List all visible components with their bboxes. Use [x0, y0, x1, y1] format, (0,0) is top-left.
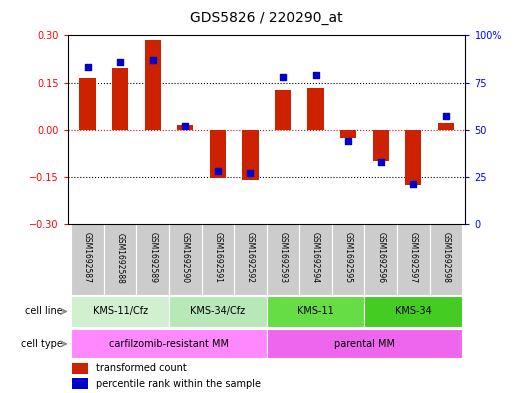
Text: cell type: cell type	[21, 339, 63, 349]
Bar	[144, 40, 161, 130]
Bar	[397, 224, 429, 295]
Bar	[267, 329, 462, 358]
Text: GSM1692587: GSM1692587	[83, 233, 92, 283]
Bar	[79, 79, 96, 130]
Text: GSM1692595: GSM1692595	[344, 232, 353, 283]
Text: GSM1692598: GSM1692598	[441, 233, 450, 283]
Bar	[438, 123, 454, 130]
Bar	[169, 296, 267, 327]
Bar	[405, 130, 422, 185]
Text: GSM1692593: GSM1692593	[279, 232, 288, 283]
Bar	[242, 130, 258, 180]
Text: KMS-11: KMS-11	[297, 307, 334, 316]
Bar	[340, 130, 356, 138]
Bar	[299, 224, 332, 295]
Text: GSM1692597: GSM1692597	[409, 232, 418, 283]
Text: cell line: cell line	[25, 307, 63, 316]
Point	[246, 170, 255, 176]
Bar	[137, 224, 169, 295]
Text: transformed count: transformed count	[96, 363, 187, 373]
Point	[181, 123, 189, 129]
Bar	[71, 224, 104, 295]
Bar	[429, 224, 462, 295]
Point	[149, 57, 157, 63]
Point	[377, 159, 385, 165]
Text: parental MM: parental MM	[334, 339, 395, 349]
Text: GSM1692596: GSM1692596	[376, 232, 385, 283]
Text: carfilzomib-resistant MM: carfilzomib-resistant MM	[109, 339, 229, 349]
Text: GSM1692588: GSM1692588	[116, 233, 124, 283]
Bar	[372, 130, 389, 161]
Point	[344, 138, 353, 144]
Bar	[112, 68, 128, 130]
Bar	[365, 224, 397, 295]
Bar	[71, 296, 169, 327]
Text: GSM1692592: GSM1692592	[246, 233, 255, 283]
Bar	[169, 224, 201, 295]
Bar	[104, 224, 137, 295]
Bar	[267, 224, 299, 295]
Point	[116, 59, 124, 65]
Text: GSM1692589: GSM1692589	[148, 233, 157, 283]
Text: GSM1692590: GSM1692590	[181, 232, 190, 283]
Point	[214, 168, 222, 174]
Text: GSM1692594: GSM1692594	[311, 232, 320, 283]
Text: percentile rank within the sample: percentile rank within the sample	[96, 378, 261, 389]
Text: KMS-34: KMS-34	[395, 307, 431, 316]
Text: GSM1692591: GSM1692591	[213, 233, 222, 283]
Bar	[332, 224, 365, 295]
Bar	[275, 90, 291, 130]
Bar	[201, 224, 234, 295]
Bar	[234, 224, 267, 295]
Text: GDS5826 / 220290_at: GDS5826 / 220290_at	[190, 11, 343, 25]
Bar	[72, 363, 88, 374]
Bar	[71, 329, 267, 358]
Point	[83, 64, 92, 71]
Point	[409, 181, 417, 187]
Point	[311, 72, 320, 78]
Text: KMS-34/Cfz: KMS-34/Cfz	[190, 307, 245, 316]
Bar	[308, 88, 324, 130]
Bar	[210, 130, 226, 178]
Bar	[365, 296, 462, 327]
Point	[279, 74, 287, 80]
Bar	[72, 378, 88, 389]
Bar	[177, 125, 194, 130]
Text: KMS-11/Cfz: KMS-11/Cfz	[93, 307, 147, 316]
Bar	[267, 296, 365, 327]
Point	[442, 113, 450, 119]
